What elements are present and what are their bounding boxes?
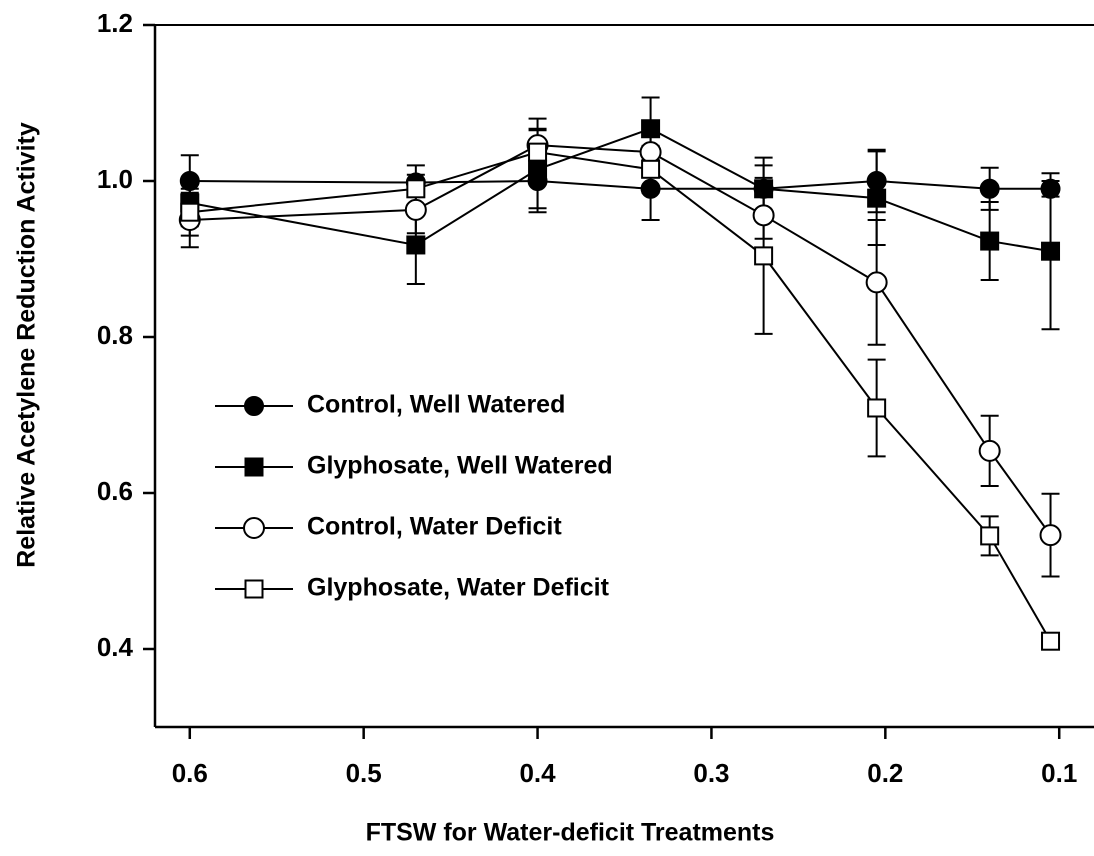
- x-tick-label: 0.1: [1041, 758, 1077, 788]
- marker: [980, 526, 1000, 546]
- marker: [404, 198, 427, 221]
- marker: [980, 231, 1000, 251]
- marker: [406, 179, 426, 199]
- marker: [867, 398, 887, 418]
- marker: [243, 517, 265, 539]
- marker: [1040, 178, 1061, 199]
- legend-label: Glyphosate, Water Deficit: [307, 574, 610, 602]
- y-tick-label: 0.6: [97, 476, 133, 506]
- marker: [1039, 524, 1062, 547]
- marker: [180, 202, 200, 222]
- marker: [528, 159, 548, 179]
- x-tick-label: 0.4: [519, 758, 556, 788]
- marker: [179, 171, 200, 191]
- x-tick-label: 0.3: [693, 758, 729, 788]
- marker: [528, 142, 548, 162]
- legend-label: Glyphosate, Well Watered: [307, 452, 613, 480]
- marker: [640, 178, 661, 199]
- marker: [865, 271, 888, 294]
- legend-label: Control, Well Watered: [307, 391, 565, 419]
- marker: [1041, 241, 1061, 261]
- y-tick-label: 1.2: [97, 8, 133, 38]
- x-tick-label: 0.6: [172, 758, 208, 788]
- marker: [641, 159, 661, 179]
- marker: [866, 171, 887, 191]
- marker: [639, 141, 662, 164]
- x-axis-label: FTSW for Water-deficit Treatments: [366, 819, 775, 847]
- marker: [406, 235, 426, 255]
- y-tick-label: 1.0: [97, 164, 133, 194]
- series-line: [189, 144, 1052, 536]
- marker: [754, 246, 774, 266]
- series-line: [189, 179, 1051, 190]
- marker: [978, 439, 1001, 462]
- y-axis-label: Relative Acetylene Reduction Activity: [13, 122, 41, 568]
- marker: [979, 178, 1000, 199]
- marker: [867, 188, 887, 208]
- marker: [244, 579, 264, 599]
- marker: [244, 457, 264, 477]
- x-tick-label: 0.2: [867, 758, 903, 788]
- legend-label: Control, Water Deficit: [307, 513, 562, 541]
- marker: [754, 179, 774, 199]
- y-tick-label: 0.4: [97, 632, 134, 662]
- marker: [1041, 631, 1061, 651]
- marker: [752, 204, 775, 227]
- marker: [244, 396, 264, 416]
- marker: [641, 119, 661, 139]
- series-line: [189, 151, 1052, 642]
- y-tick-label: 0.8: [97, 320, 133, 350]
- series-line: [189, 127, 1051, 253]
- x-tick-label: 0.5: [346, 758, 382, 788]
